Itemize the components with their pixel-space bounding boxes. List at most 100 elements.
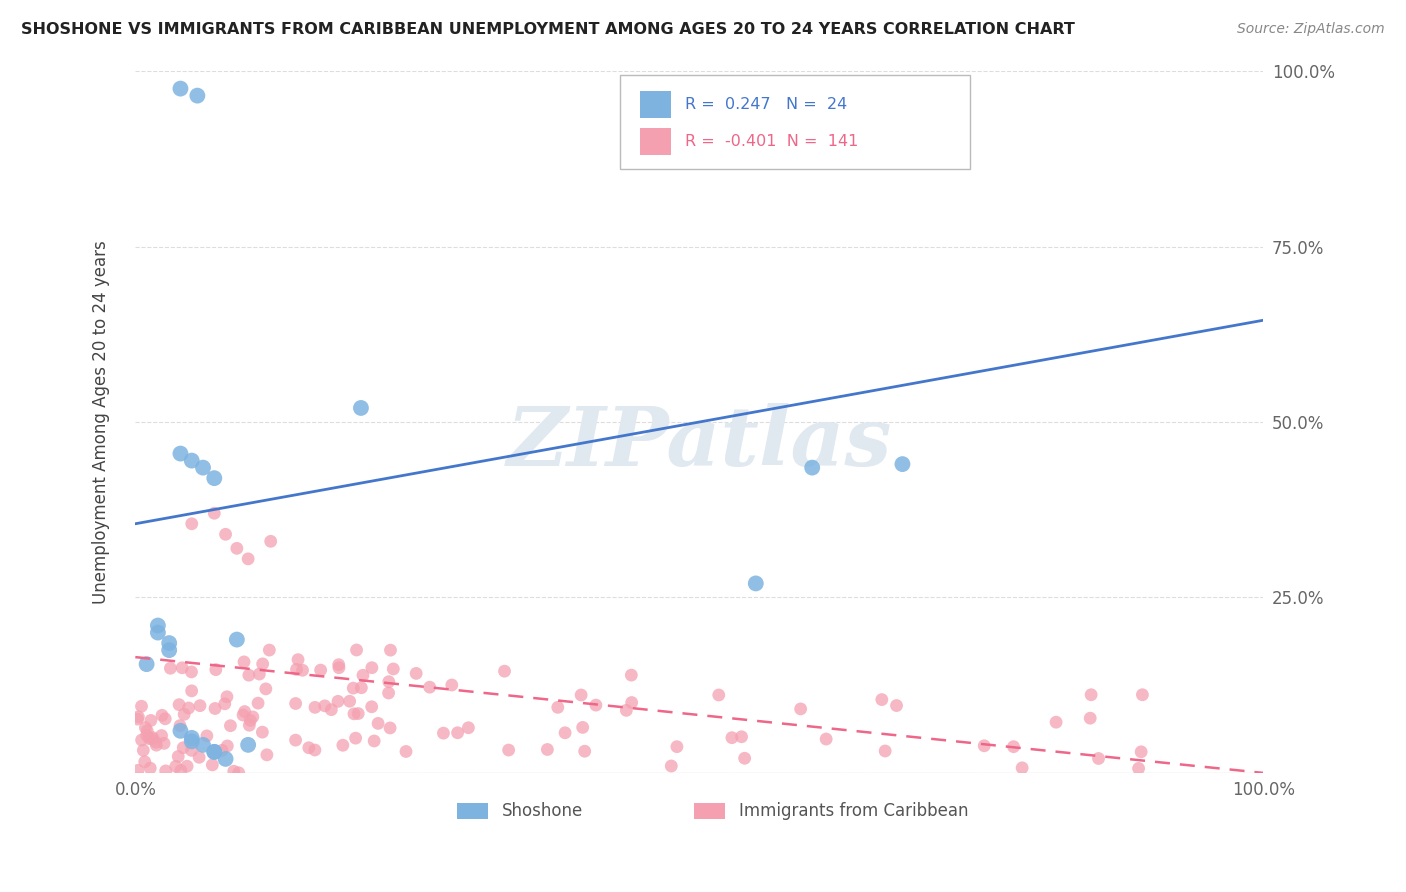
Point: [309, 663, 332, 677]
Point: [131, 699, 153, 714]
Point: [405, 666, 427, 681]
Point: [1011, 761, 1033, 775]
Point: [284, 733, 307, 747]
Point: [260, 534, 283, 549]
Point: [204, 701, 226, 715]
Point: [344, 731, 367, 746]
Point: [395, 744, 418, 758]
Point: [886, 698, 908, 713]
FancyBboxPatch shape: [640, 128, 671, 154]
Point: [380, 643, 402, 657]
Point: [377, 686, 399, 700]
Point: [363, 734, 385, 748]
Point: [222, 764, 245, 779]
Point: [614, 703, 637, 717]
Text: SHOSHONE VS IMMIGRANTS FROM CARIBBEAN UNEMPLOYMENT AMONG AGES 20 TO 24 YEARS COR: SHOSHONE VS IMMIGRANTS FROM CARIBBEAN UN…: [21, 22, 1076, 37]
Point: [191, 460, 214, 475]
Point: [233, 705, 256, 719]
Point: [238, 668, 260, 682]
FancyBboxPatch shape: [693, 803, 725, 819]
Point: [157, 636, 180, 650]
Point: [1002, 739, 1025, 754]
Point: [314, 698, 336, 713]
Point: [247, 696, 270, 710]
Point: [177, 701, 200, 715]
Point: [378, 721, 401, 735]
Point: [571, 720, 593, 734]
Point: [180, 453, 202, 467]
Point: [135, 657, 157, 672]
Point: [801, 460, 824, 475]
Point: [236, 738, 259, 752]
Point: [202, 471, 225, 485]
Point: [287, 653, 309, 667]
Point: [170, 764, 193, 778]
Point: [352, 668, 374, 682]
Point: [153, 736, 176, 750]
Point: [285, 662, 308, 676]
Point: [139, 714, 162, 728]
Point: [342, 681, 364, 695]
Point: [328, 661, 350, 675]
Point: [304, 700, 326, 714]
Point: [665, 739, 688, 754]
Point: [875, 744, 897, 758]
Point: [169, 723, 191, 738]
Point: [169, 446, 191, 460]
Point: [346, 643, 368, 657]
Point: [569, 688, 592, 702]
Point: [217, 739, 239, 753]
Point: [172, 740, 194, 755]
Point: [382, 662, 405, 676]
Point: [326, 694, 349, 708]
Point: [134, 721, 156, 735]
Point: [620, 696, 643, 710]
Point: [789, 702, 811, 716]
Point: [167, 698, 190, 712]
Point: [180, 665, 202, 679]
Point: [215, 690, 238, 704]
Point: [180, 734, 202, 748]
Point: [815, 732, 838, 747]
Point: [585, 698, 607, 712]
Point: [180, 683, 202, 698]
Point: [204, 663, 226, 677]
Text: R =  -0.401  N =  141: R = -0.401 N = 141: [685, 135, 858, 150]
Point: [165, 759, 187, 773]
Point: [547, 700, 569, 714]
Point: [180, 516, 202, 531]
Point: [233, 655, 256, 669]
Point: [1130, 745, 1153, 759]
Point: [211, 743, 233, 757]
FancyBboxPatch shape: [620, 75, 970, 169]
Point: [360, 661, 382, 675]
Point: [146, 625, 169, 640]
Point: [498, 743, 520, 757]
Point: [127, 712, 149, 726]
Point: [284, 697, 307, 711]
Point: [440, 678, 463, 692]
Point: [134, 755, 156, 769]
Point: [127, 710, 149, 724]
Point: [157, 643, 180, 657]
Point: [1078, 711, 1101, 725]
Text: Immigrants from Caribbean: Immigrants from Caribbean: [740, 802, 969, 820]
Point: [155, 764, 177, 778]
Point: [139, 761, 162, 775]
Point: [256, 747, 278, 762]
Point: [536, 742, 558, 756]
Point: [145, 738, 167, 752]
Point: [446, 725, 468, 739]
Point: [291, 663, 314, 677]
FancyBboxPatch shape: [640, 91, 671, 118]
Text: Shoshone: Shoshone: [502, 802, 583, 820]
Text: R =  0.247   N =  24: R = 0.247 N = 24: [685, 97, 846, 112]
Point: [432, 726, 454, 740]
Point: [214, 697, 236, 711]
Text: ZIPatlas: ZIPatlas: [506, 403, 893, 483]
Point: [1080, 688, 1102, 702]
Point: [150, 708, 173, 723]
Point: [131, 733, 153, 747]
Point: [225, 541, 247, 556]
Point: [138, 731, 160, 746]
